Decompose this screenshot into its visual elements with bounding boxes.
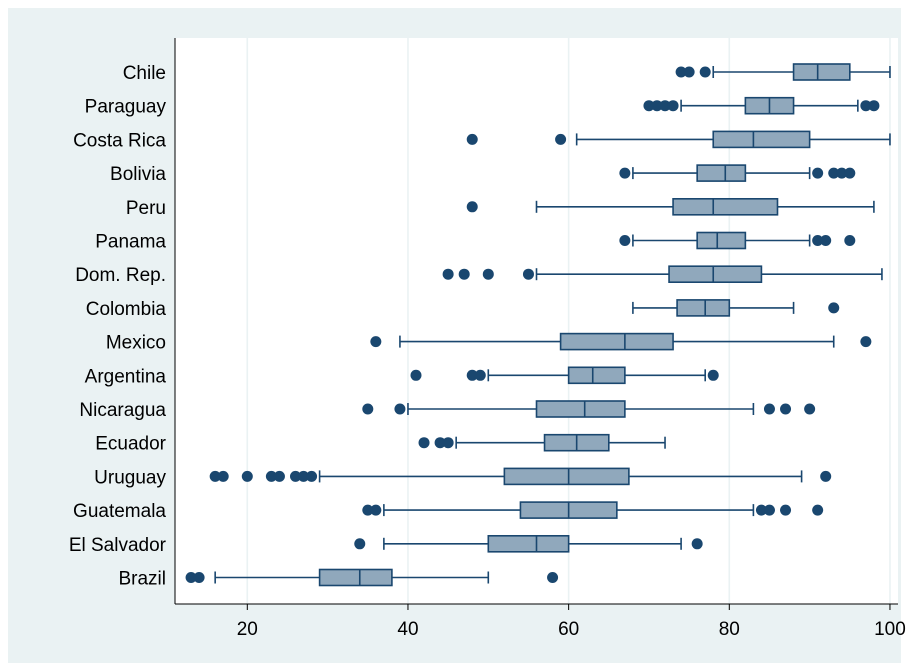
outlier-paraguay-2 xyxy=(659,100,671,112)
outlier-costa-rica-1 xyxy=(555,133,567,145)
box-costa-rica xyxy=(712,130,811,149)
outlier-uruguay-7 xyxy=(306,470,318,482)
outlier-peru-0 xyxy=(466,201,478,213)
category-label-argentina: Argentina xyxy=(85,366,167,387)
category-label-peru: Peru xyxy=(126,198,166,219)
outlier-chile-1 xyxy=(683,66,695,78)
outlier-ecuador-0 xyxy=(418,437,430,449)
category-label-ecuador: Ecuador xyxy=(95,434,166,455)
outlier-uruguay-2 xyxy=(241,470,253,482)
x-tick-label-40: 40 xyxy=(397,619,418,640)
outlier-guatemala-0 xyxy=(362,504,374,516)
outlier-guatemala-1 xyxy=(370,504,382,516)
outlier-panama-2 xyxy=(820,235,832,246)
outlier-bolivia-3 xyxy=(836,167,848,179)
outlier-uruguay-8 xyxy=(820,470,832,482)
outlier-paraguay-4 xyxy=(860,100,872,112)
outlier-paraguay-1 xyxy=(651,100,663,112)
category-label-el-salvador: El Salvador xyxy=(69,535,167,556)
outlier-argentina-1 xyxy=(466,369,478,381)
outlier-chile-0 xyxy=(675,66,687,78)
outlier-bolivia-4 xyxy=(844,167,856,179)
category-label-paraguay: Paraguay xyxy=(85,97,167,118)
category-label-bolivia: Bolivia xyxy=(110,164,166,185)
outlier-guatemala-4 xyxy=(780,504,792,516)
outlier-mexico-0 xyxy=(370,336,382,348)
outlier-guatemala-2 xyxy=(755,504,767,516)
box-colombia xyxy=(676,299,731,317)
outlier-nicaragua-2 xyxy=(763,403,775,415)
outlier-bolivia-1 xyxy=(812,167,824,179)
box-uruguay xyxy=(503,467,630,486)
box-peru xyxy=(672,198,779,216)
outlier-guatemala-5 xyxy=(812,504,824,516)
category-label-chile: Chile xyxy=(123,63,166,84)
outlier-el-salvador-0 xyxy=(354,538,366,550)
x-tick-label-100: 100 xyxy=(874,619,906,640)
category-label-nicaragua: Nicaragua xyxy=(79,400,166,421)
outlier-nicaragua-4 xyxy=(804,403,816,415)
category-label-panama: Panama xyxy=(95,232,166,253)
outlier-argentina-0 xyxy=(410,369,422,381)
outlier-bolivia-2 xyxy=(828,167,840,179)
box-argentina xyxy=(567,366,626,385)
box-panama xyxy=(696,231,747,250)
category-label-costa-rica: Costa Rica xyxy=(73,130,166,151)
outlier-uruguay-0 xyxy=(209,470,221,482)
outlier-argentina-3 xyxy=(707,369,719,381)
outlier-uruguay-3 xyxy=(265,470,277,482)
outlier-ecuador-2 xyxy=(442,437,454,449)
outlier-nicaragua-1 xyxy=(394,403,406,415)
outlier-paraguay-3 xyxy=(667,100,679,112)
category-label-mexico: Mexico xyxy=(106,333,166,354)
outlier-guatemala-3 xyxy=(763,504,775,516)
outlier-nicaragua-3 xyxy=(780,403,792,415)
outlier-panama-1 xyxy=(812,235,824,246)
x-tick-label-20: 20 xyxy=(237,619,258,640)
box-dom-rep xyxy=(668,265,763,284)
category-label-uruguay: Uruguay xyxy=(94,467,166,488)
outlier-dom-rep-1 xyxy=(458,268,470,280)
outlier-dom-rep-2 xyxy=(482,268,494,280)
outlier-costa-rica-0 xyxy=(466,133,478,145)
outlier-colombia-0 xyxy=(828,302,840,314)
outlier-uruguay-6 xyxy=(298,470,310,482)
outlier-el-salvador-1 xyxy=(691,538,703,550)
outlier-brazil-1 xyxy=(193,572,205,583)
category-label-colombia: Colombia xyxy=(86,299,167,320)
box-nicaragua xyxy=(535,400,626,418)
outlier-brazil-2 xyxy=(547,572,559,583)
outlier-nicaragua-0 xyxy=(362,403,374,415)
outlier-bolivia-0 xyxy=(619,167,631,179)
outlier-paraguay-0 xyxy=(643,100,655,112)
plot-area xyxy=(175,38,898,604)
outlier-paraguay-5 xyxy=(868,100,880,112)
outlier-chile-2 xyxy=(699,66,711,78)
box-brazil xyxy=(318,568,393,587)
outlier-mexico-1 xyxy=(860,336,872,348)
outlier-uruguay-1 xyxy=(217,470,229,482)
outlier-argentina-2 xyxy=(474,369,486,381)
outlier-brazil-0 xyxy=(185,572,197,583)
x-tick-label-60: 60 xyxy=(558,619,579,640)
box-chile xyxy=(792,63,851,81)
category-label-brazil: Brazil xyxy=(118,569,166,590)
outlier-panama-0 xyxy=(619,235,631,246)
outlier-panama-3 xyxy=(844,235,856,246)
box-el-salvador xyxy=(487,534,570,553)
outlier-dom-rep-0 xyxy=(442,268,454,280)
outlier-dom-rep-3 xyxy=(522,268,534,280)
box-bolivia xyxy=(696,164,747,182)
box-mexico xyxy=(559,332,674,351)
outlier-ecuador-1 xyxy=(434,437,446,449)
outlier-uruguay-4 xyxy=(273,470,285,482)
x-tick-label-80: 80 xyxy=(719,619,740,640)
category-label-guatemala: Guatemala xyxy=(73,501,166,522)
category-label-dom-rep: Dom. Rep. xyxy=(75,265,166,286)
outlier-uruguay-5 xyxy=(290,470,301,482)
